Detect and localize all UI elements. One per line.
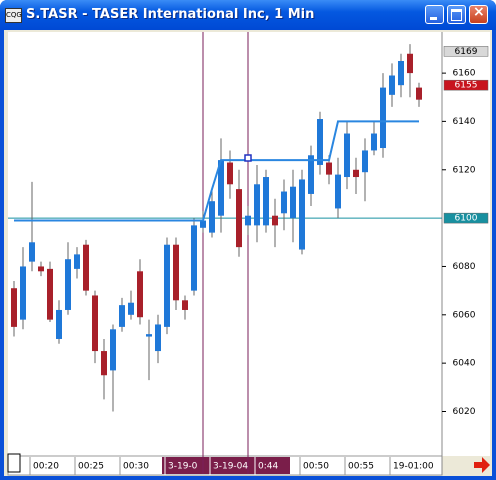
candle-body (398, 61, 404, 86)
candle-body (272, 215, 278, 226)
y-tick-label: 6160 (453, 69, 476, 79)
crosshair-time-highlight (162, 457, 290, 474)
candle-body (362, 150, 368, 173)
candle-body (47, 268, 53, 320)
candle-body (173, 244, 179, 301)
candle-body (182, 300, 188, 310)
price-axis (442, 32, 490, 456)
price-marker-label: 6155 (455, 81, 478, 91)
candle-body (263, 177, 269, 226)
price-marker-label: 6100 (455, 214, 478, 224)
candle-body (20, 266, 26, 320)
x-tick-label: 00:25 (78, 462, 104, 472)
candle-body (353, 169, 359, 178)
candle-body (128, 302, 134, 315)
candle-body (83, 244, 89, 291)
candle-body (326, 162, 332, 175)
candle-body (119, 305, 125, 327)
candle-body (308, 155, 314, 194)
candle-body (110, 329, 116, 371)
candle-body (317, 119, 323, 165)
candle-body (209, 201, 215, 233)
candle-body (29, 242, 35, 262)
x-tick-label: 0:44 (258, 462, 278, 472)
y-tick-label: 6020 (453, 407, 476, 417)
y-tick-label: 6140 (453, 117, 476, 127)
x-tick-label: 3-19-04 (213, 462, 248, 472)
y-tick-label: 6120 (453, 165, 476, 175)
candle-body (38, 266, 44, 272)
candle-body (371, 133, 377, 151)
candle-body (155, 324, 161, 352)
candle-body (416, 87, 422, 100)
candle-body (11, 288, 17, 327)
close-button[interactable]: × (469, 4, 488, 24)
y-tick-label: 6080 (453, 262, 476, 272)
candle-body (101, 351, 107, 376)
candle-body (65, 259, 71, 310)
cursor-marker (244, 154, 252, 162)
price-marker-box (443, 46, 489, 57)
price-marker-label: 6169 (455, 47, 478, 57)
candle-body (191, 225, 197, 291)
scroll-box[interactable] (7, 453, 21, 473)
x-tick-label: 00:50 (303, 462, 329, 472)
x-tick-label: 00:55 (348, 462, 374, 472)
minimize-button[interactable] (425, 5, 444, 24)
candle-body (380, 87, 386, 149)
candle-body (389, 75, 395, 95)
candle-body (281, 191, 287, 214)
candle-body (344, 133, 350, 178)
x-tick-label: 00:20 (33, 462, 59, 472)
candle-body (290, 186, 296, 219)
title-bar: CQG S.TASR - TASER International Inc, 1 … (0, 0, 496, 30)
candle-body (236, 189, 242, 248)
app-icon: CQG (5, 8, 22, 23)
candle-body (254, 184, 260, 226)
candle-body (137, 271, 143, 318)
candle-body (200, 220, 206, 228)
candle-body (74, 254, 80, 269)
candle-body (227, 162, 233, 185)
y-tick-label: 6040 (453, 359, 476, 369)
indicator-line (14, 120, 419, 222)
x-tick-label: 3-19-0 (168, 462, 198, 472)
window-title: S.TASR - TASER International Inc, 1 Min (26, 7, 315, 22)
candle-body (56, 309, 62, 339)
y-tick-label: 6060 (453, 310, 476, 320)
plot-area (8, 32, 442, 456)
candle-body (299, 179, 305, 250)
candle-body (335, 174, 341, 209)
scroll-arrow[interactable] (474, 457, 490, 473)
candle-body (146, 334, 152, 337)
candle-body (245, 215, 251, 226)
candle-body (92, 295, 98, 352)
candle-body (164, 244, 170, 327)
x-tick-label: 19-01:00 (393, 462, 434, 472)
candle-body (407, 53, 413, 74)
maximize-button[interactable] (447, 5, 466, 24)
chart: 6020 6040 6060 6080 6120 6140 6160 00:20 00:25 00… (4, 30, 492, 476)
price-marker-box (443, 212, 489, 224)
price-marker-box (443, 79, 489, 91)
x-tick-label: 00:30 (123, 462, 149, 472)
candle-body (218, 160, 224, 216)
